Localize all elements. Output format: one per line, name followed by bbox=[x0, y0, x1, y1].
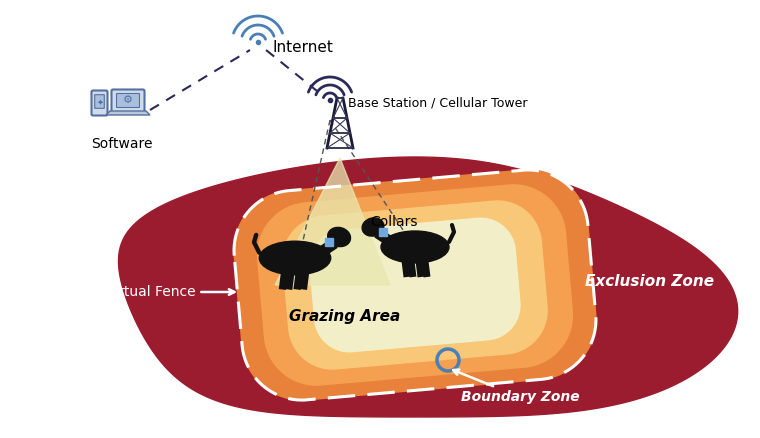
Text: Collars: Collars bbox=[370, 215, 417, 229]
Polygon shape bbox=[275, 158, 390, 285]
Text: Internet: Internet bbox=[272, 39, 333, 54]
Ellipse shape bbox=[362, 218, 384, 236]
Polygon shape bbox=[258, 185, 572, 385]
FancyBboxPatch shape bbox=[116, 93, 140, 107]
FancyBboxPatch shape bbox=[112, 89, 144, 113]
Polygon shape bbox=[234, 170, 596, 400]
Text: Grazing Area: Grazing Area bbox=[290, 308, 401, 324]
Text: Exclusion Zone: Exclusion Zone bbox=[585, 275, 714, 290]
Ellipse shape bbox=[259, 241, 331, 275]
Text: Virtual Fence: Virtual Fence bbox=[105, 285, 234, 299]
Text: Base Station / Cellular Tower: Base Station / Cellular Tower bbox=[348, 96, 527, 110]
Polygon shape bbox=[283, 201, 547, 369]
Ellipse shape bbox=[328, 227, 350, 247]
FancyBboxPatch shape bbox=[95, 95, 104, 108]
Text: ⚙: ⚙ bbox=[123, 95, 133, 105]
Polygon shape bbox=[106, 111, 150, 115]
Text: Boundary Zone: Boundary Zone bbox=[453, 370, 579, 404]
Polygon shape bbox=[375, 229, 395, 245]
Text: ✦: ✦ bbox=[97, 98, 103, 106]
Polygon shape bbox=[119, 157, 738, 417]
Polygon shape bbox=[310, 218, 520, 352]
Polygon shape bbox=[316, 239, 337, 256]
FancyBboxPatch shape bbox=[91, 91, 107, 116]
Text: Software: Software bbox=[91, 137, 153, 151]
Ellipse shape bbox=[381, 231, 449, 263]
